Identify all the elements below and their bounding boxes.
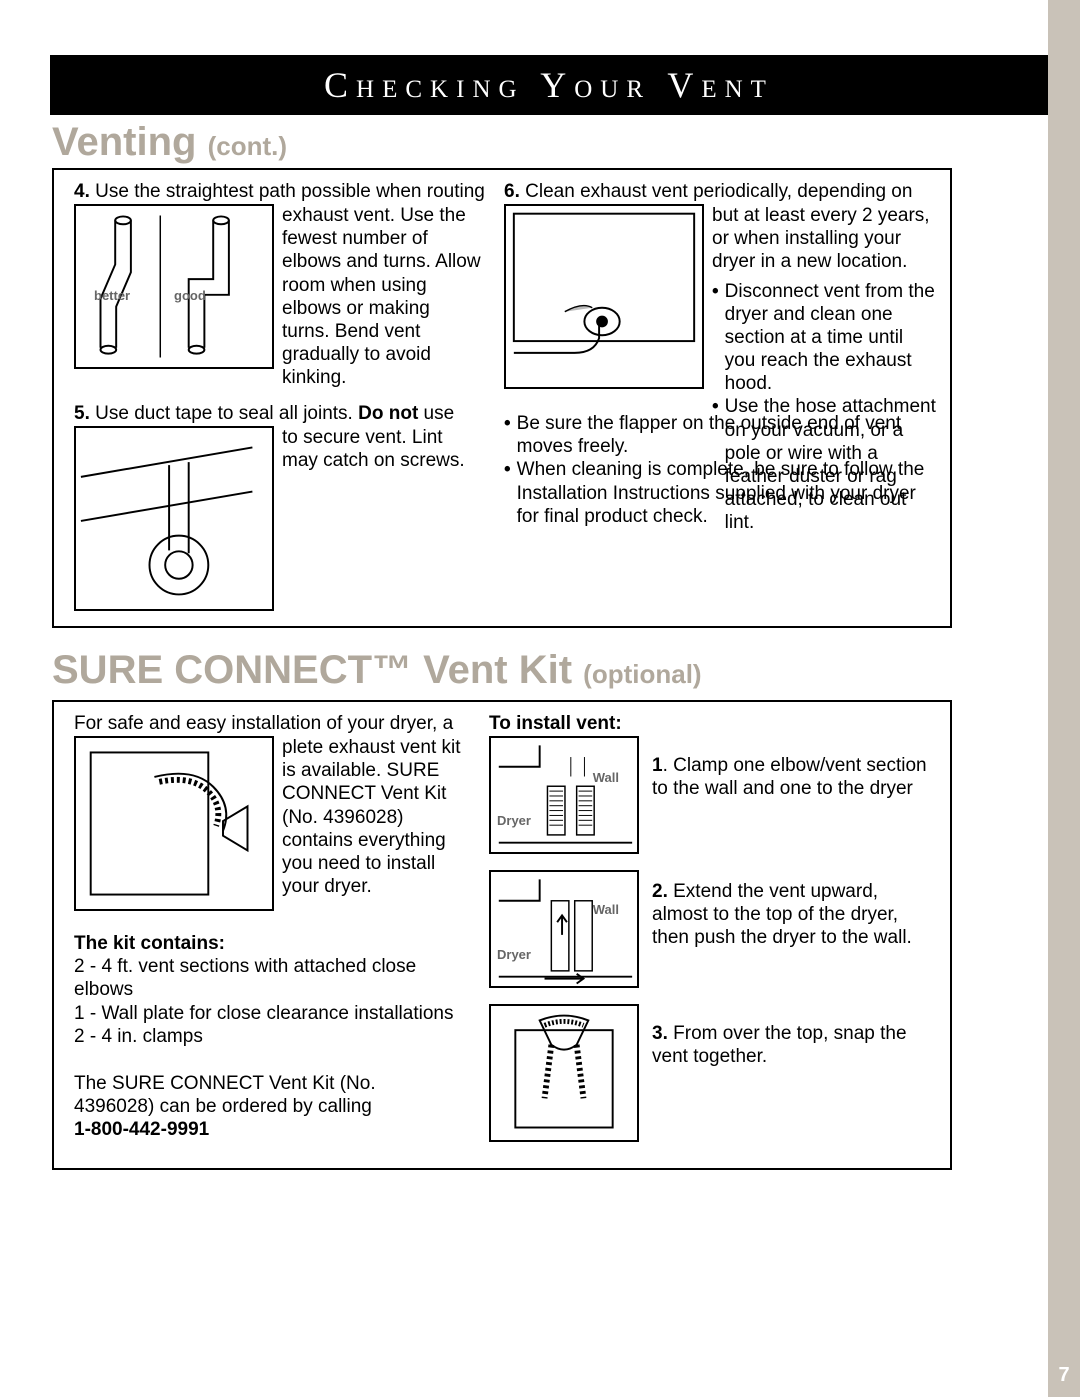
venting-box: 4. Use the straightest path possible whe… [52, 168, 952, 628]
install-header: To install vent: [489, 712, 622, 735]
step6-b3: Be sure the flapper on the outside end o… [504, 412, 934, 458]
label-better: better [94, 288, 130, 303]
step5-rest: to secure vent. Lint may catch on screws… [282, 426, 482, 472]
step6-b1: Disconnect vent from the dryer and clean… [712, 280, 937, 396]
header-band: Checking Your Vent [50, 55, 1048, 115]
step6-illustration [504, 204, 704, 389]
kit-item-1: 1 - Wall plate for close clearance insta… [74, 1002, 479, 1025]
section2-heading: SURE CONNECT™ Vent Kit (optional) [52, 648, 702, 693]
section2-title: SURE CONNECT™ Vent Kit [52, 648, 572, 692]
step5-illustration [74, 426, 274, 611]
step6-b4: When cleaning is complete, be sure to fo… [504, 458, 934, 528]
step4-illustration: better good [74, 204, 274, 369]
side-strip [1048, 0, 1080, 1397]
phone-number: 1-800-442-9991 [74, 1119, 209, 1140]
kit-contains: The kit contains: 2 - 4 ft. vent section… [74, 932, 479, 1048]
install-s1: 1. Clamp one elbow/vent section to the w… [652, 754, 937, 800]
step4-rest: exhaust vent. Use the fewest number of e… [282, 204, 482, 389]
label-good: good [174, 288, 206, 303]
kit-item-2: 2 - 4 in. clamps [74, 1025, 479, 1048]
section1-title: Venting [52, 120, 196, 164]
header-title: Checking Your Vent [324, 64, 774, 106]
order-block: The SURE CONNECT Vent Kit (No. 4396028) … [74, 1072, 394, 1142]
page-number: 7 [1054, 1364, 1074, 1387]
kit-illustration [74, 736, 274, 911]
install-s2: 2. Extend the vent upward, almost to the… [652, 880, 937, 950]
intro-rest: plete exhaust vent kit is available. SUR… [282, 736, 477, 898]
install-s3: 3. From over the top, snap the vent toge… [652, 1022, 937, 1068]
install2-illustration: Wall Dryer [489, 870, 639, 988]
section2-subtitle: (optional) [583, 659, 701, 689]
kit-box: For safe and easy installation of your d… [52, 700, 952, 1170]
install3-illustration [489, 1004, 639, 1142]
install1-illustration: Wall Dryer [489, 736, 639, 854]
section1-heading: Venting (cont.) [52, 120, 287, 165]
section1-subtitle: (cont.) [208, 131, 287, 161]
kit-item-0: 2 - 4 ft. vent sections with attached cl… [74, 955, 479, 1001]
step6-bullets-wide: Be sure the flapper on the outside end o… [504, 412, 934, 528]
